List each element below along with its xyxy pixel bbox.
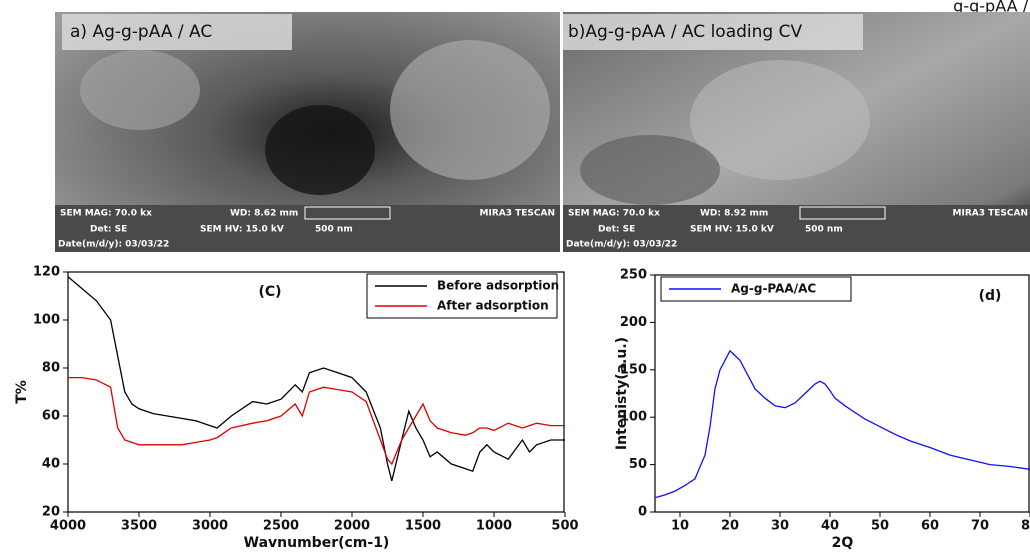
y-axis-label: T% <box>14 380 30 404</box>
data-line <box>67 276 565 481</box>
plot-frame <box>67 271 565 513</box>
header-text: g-g-pAA / <box>953 0 1028 16</box>
x-tick-label: 3500 <box>121 519 157 534</box>
x-tick-label: 4000 <box>50 519 86 534</box>
x-tick-label: 80 <box>1021 519 1030 534</box>
y-tick-label: 60 <box>42 409 60 424</box>
panel-title: a) Ag-g-pAA / AC <box>70 22 212 42</box>
legend-label: Before adsorption <box>437 279 559 293</box>
x-tick-label: 40 <box>821 519 839 534</box>
x-tick-label: 2500 <box>263 519 299 534</box>
x-tick-label: 1500 <box>405 519 441 534</box>
x-tick-label: 70 <box>971 519 989 534</box>
texture <box>265 105 375 195</box>
sem-panel-b: b)Ag-g-pAA / AC loading CV SEM MAG: 70.0… <box>563 12 1030 252</box>
texture <box>80 50 200 130</box>
legend-label: Ag-g-PAA/AC <box>731 282 816 296</box>
data-line <box>654 349 1030 499</box>
sem-scale: 500 nm <box>805 225 843 235</box>
y-tick-label: 250 <box>620 268 647 283</box>
info-bg <box>563 205 1030 252</box>
panel-title: b)Ag-g-pAA / AC loading CV <box>568 22 802 42</box>
y-tick-label: 100 <box>33 313 60 328</box>
info-bg <box>55 205 560 252</box>
sem-hv: SEM HV: 15.0 kV <box>200 225 284 235</box>
x-axis-label: 2Q <box>832 535 854 551</box>
legend-box <box>366 273 558 319</box>
y-tick-label: 20 <box>42 505 60 520</box>
annotation: (C) <box>258 284 281 300</box>
y-axis-label: Intenisty(a.u.) <box>614 337 630 450</box>
y-tick-label: 0 <box>638 505 647 520</box>
y-tick-label: 100 <box>620 410 647 425</box>
texture <box>580 135 720 205</box>
sem-mag: SEM MAG: 70.0 kx <box>568 209 660 219</box>
sem-hv: SEM HV: 15.0 kV <box>690 225 774 235</box>
sem-brand: MIRA3 TESCAN <box>480 209 555 219</box>
scale-box <box>799 206 886 220</box>
x-tick-label: 2000 <box>334 519 370 534</box>
sem-det: Det: SE <box>90 225 127 235</box>
x-tick-label: 3000 <box>192 519 228 534</box>
legend-label: After adsorption <box>437 299 549 313</box>
annotation: (d) <box>979 288 1002 304</box>
sem-wd: WD: 8.92 mm <box>700 209 768 219</box>
sem-panel-a: a) Ag-g-pAA / AC SEM MAG: 70.0 kx WD: 8.… <box>55 12 560 252</box>
texture <box>690 60 870 180</box>
title-box <box>62 14 292 50</box>
sem-brand: MIRA3 TESCAN <box>953 209 1028 219</box>
sem-det: Det: SE <box>598 225 635 235</box>
x-tick-label: 20 <box>721 519 739 534</box>
y-tick-label: 150 <box>620 362 647 377</box>
x-tick-label: 60 <box>921 519 939 534</box>
sem-mag: SEM MAG: 70.0 kx <box>60 209 152 219</box>
x-tick-label: 500 <box>551 519 578 534</box>
scale-box <box>304 206 391 220</box>
y-tick-label: 40 <box>42 457 60 472</box>
sem-scale: 500 nm <box>315 225 353 235</box>
sem-wd: WD: 8.62 mm <box>230 209 298 219</box>
x-axis-label: Wavnumber(cm-1) <box>244 535 390 551</box>
x-tick-label: 50 <box>871 519 889 534</box>
title-box <box>563 14 863 50</box>
y-tick-label: 200 <box>620 315 647 330</box>
y-tick-label: 50 <box>629 457 647 472</box>
y-tick-label: 120 <box>33 265 60 280</box>
info-bar: SEM MAG: 70.0 kx WD: 8.92 mm MIRA3 TESCA… <box>563 205 1030 252</box>
sem-date: Date(m/d/y): 03/03/22 <box>58 240 169 250</box>
info-bar: SEM MAG: 70.0 kx WD: 8.62 mm MIRA3 TESCA… <box>55 205 560 252</box>
x-tick-label: 30 <box>771 519 789 534</box>
data-line <box>68 376 565 466</box>
plot-frame <box>654 274 1030 513</box>
sem-date: Date(m/d/y): 03/03/22 <box>566 240 677 250</box>
y-tick-label: 80 <box>42 361 60 376</box>
x-tick-label: 1000 <box>476 519 512 534</box>
texture <box>390 40 550 180</box>
x-tick-label: 10 <box>671 519 689 534</box>
